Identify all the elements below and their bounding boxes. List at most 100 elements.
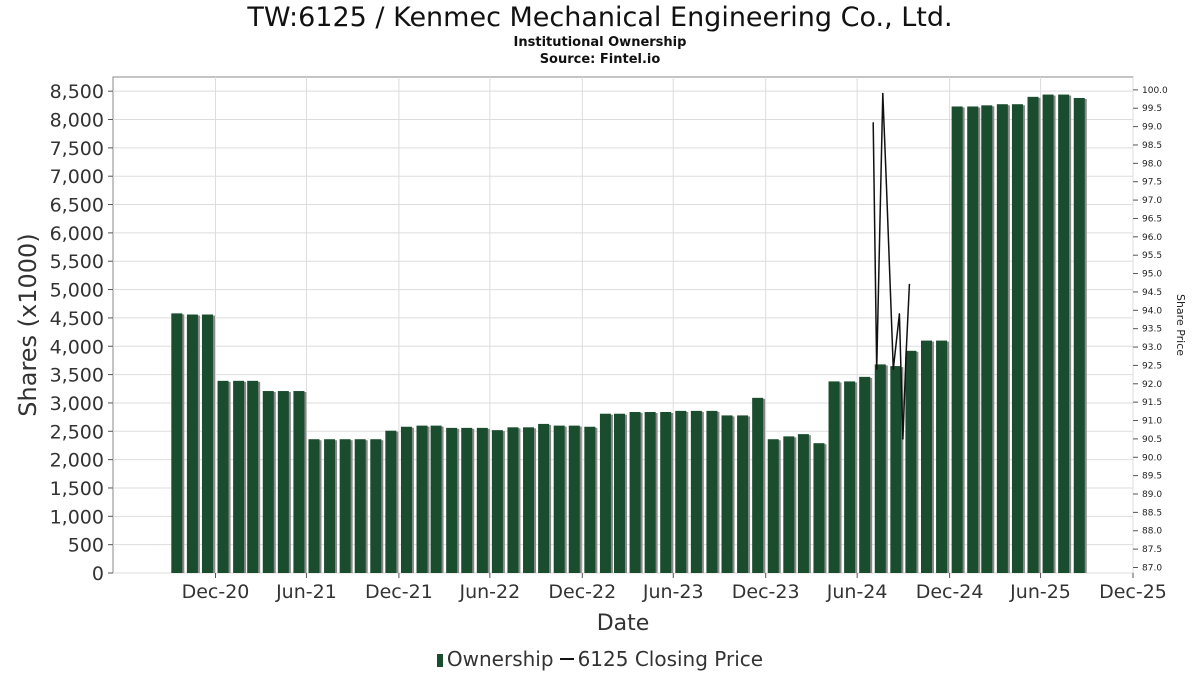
ownership-bar bbox=[293, 391, 305, 573]
ownership-bar bbox=[813, 443, 825, 573]
ownership-bar bbox=[721, 415, 733, 573]
ownership-bar bbox=[233, 380, 245, 573]
ownership-bar bbox=[262, 391, 274, 573]
y2-tick-label: 94.5 bbox=[1142, 288, 1162, 298]
ownership-bar bbox=[538, 423, 550, 573]
y2-tick-label: 98.5 bbox=[1142, 141, 1162, 151]
ownership-bar bbox=[186, 314, 198, 573]
y-tick-label: 3,000 bbox=[50, 393, 104, 415]
y2-tick-label: 92.5 bbox=[1142, 361, 1162, 371]
x-tick-label: Dec-25 bbox=[1099, 581, 1167, 603]
y2-tick-label: 97.0 bbox=[1142, 196, 1162, 206]
y2-tick-label: 89.0 bbox=[1142, 490, 1162, 500]
x-tick-label: Jun-23 bbox=[642, 581, 704, 603]
ownership-bar bbox=[491, 430, 503, 573]
y2-tick-label: 88.5 bbox=[1142, 508, 1162, 518]
ownership-bar bbox=[690, 410, 702, 573]
ownership-bar bbox=[553, 425, 565, 573]
x-tick-label: Dec-22 bbox=[548, 581, 616, 603]
y-tick-label: 6,500 bbox=[50, 195, 104, 217]
y-tick-label: 1,500 bbox=[50, 478, 104, 500]
y-axis-label: Shares (x1000) bbox=[14, 233, 42, 416]
legend: Ownership 6125 Closing Price bbox=[0, 647, 1200, 671]
y2-tick-label: 93.5 bbox=[1142, 325, 1162, 335]
y-tick-label: 8,000 bbox=[50, 110, 104, 132]
y-tick-label: 5,000 bbox=[50, 280, 104, 302]
ownership-bar bbox=[324, 439, 336, 573]
ownership-bar bbox=[584, 426, 596, 573]
ownership-bar bbox=[783, 436, 795, 573]
ownership-bar bbox=[385, 430, 397, 573]
y2-tick-label: 90.5 bbox=[1142, 435, 1162, 445]
ownership-bar bbox=[752, 397, 764, 573]
y2-tick-label: 99.5 bbox=[1142, 104, 1162, 114]
ownership-bar bbox=[1073, 97, 1085, 573]
ownership-legend-label: Ownership bbox=[446, 647, 554, 671]
price-point bbox=[905, 357, 907, 359]
y2-tick-label: 95.5 bbox=[1142, 251, 1162, 261]
y-tick-label: 7,000 bbox=[50, 166, 104, 188]
ownership-bar bbox=[370, 439, 382, 573]
y2-tick-label: 87.0 bbox=[1142, 563, 1162, 573]
x-tick-label: Dec-20 bbox=[182, 581, 250, 603]
ownership-bar bbox=[951, 106, 963, 574]
ownership-bar bbox=[1011, 104, 1023, 574]
ownership-bar bbox=[706, 410, 718, 573]
y2-tick-label: 98.0 bbox=[1142, 159, 1162, 169]
y2-tick-label: 100.0 bbox=[1142, 86, 1168, 96]
ownership-bar bbox=[874, 364, 886, 573]
price-point bbox=[908, 283, 911, 286]
ownership-bar bbox=[308, 439, 320, 573]
chart-source: Source: Fintel.io bbox=[539, 52, 661, 67]
ownership-bar bbox=[967, 106, 979, 574]
ownership-bar bbox=[446, 427, 458, 573]
ownership-bar bbox=[644, 412, 656, 573]
y-tick-label: 0 bbox=[92, 563, 104, 585]
y2-tick-label: 93.0 bbox=[1142, 343, 1162, 353]
x-tick-label: Jun-21 bbox=[275, 581, 337, 603]
price-point bbox=[902, 438, 904, 440]
price-point bbox=[881, 92, 884, 95]
y2-tick-label: 91.0 bbox=[1142, 417, 1162, 427]
chart-title: TW:6125 / Kenmec Mechanical Engineering … bbox=[247, 2, 953, 33]
ownership-bar bbox=[629, 412, 641, 573]
ownership-bar bbox=[277, 391, 289, 573]
ownership-bar bbox=[599, 413, 611, 573]
price-point bbox=[872, 122, 875, 124]
ownership-bar bbox=[890, 366, 902, 573]
price-point bbox=[885, 180, 888, 183]
y2-tick-label: 88.0 bbox=[1142, 527, 1162, 537]
x-tick-label: Jun-22 bbox=[458, 581, 520, 603]
ownership-bar bbox=[1027, 96, 1039, 573]
y-tick-label: 4,000 bbox=[50, 336, 104, 358]
ownership-legend-swatch bbox=[436, 654, 443, 667]
ownership-bar bbox=[844, 381, 856, 573]
ownership-bar bbox=[660, 412, 672, 573]
x-tick-label: Dec-21 bbox=[365, 581, 433, 603]
ownership-bar bbox=[859, 376, 871, 573]
y2-tick-label: 95.0 bbox=[1142, 270, 1162, 280]
price-point bbox=[898, 313, 901, 315]
ownership-bar bbox=[476, 427, 488, 573]
x-tick-label: Jun-25 bbox=[1009, 581, 1071, 603]
line-layer bbox=[872, 92, 911, 440]
y-tick-label: 5,500 bbox=[50, 251, 104, 273]
ownership-bar bbox=[737, 415, 749, 573]
ownership-bar bbox=[797, 434, 809, 573]
ownership-bar bbox=[568, 425, 580, 573]
ownership-bar bbox=[767, 439, 779, 573]
ownership-bar bbox=[905, 350, 917, 573]
y-tick-label: 2,500 bbox=[50, 421, 104, 443]
price-legend-swatch bbox=[559, 658, 574, 660]
y-tick-label: 4,500 bbox=[50, 308, 104, 330]
ownership-bar bbox=[507, 427, 519, 573]
y-tick-label: 2,000 bbox=[50, 450, 104, 472]
bar-layer bbox=[171, 94, 1087, 574]
y2-tick-label: 91.5 bbox=[1142, 398, 1162, 408]
ownership-bar bbox=[354, 439, 366, 573]
y-tick-label: 500 bbox=[68, 535, 104, 557]
y-tick-label: 7,500 bbox=[50, 138, 104, 160]
y2-tick-label: 92.0 bbox=[1142, 380, 1162, 390]
ownership-bar bbox=[828, 381, 840, 573]
